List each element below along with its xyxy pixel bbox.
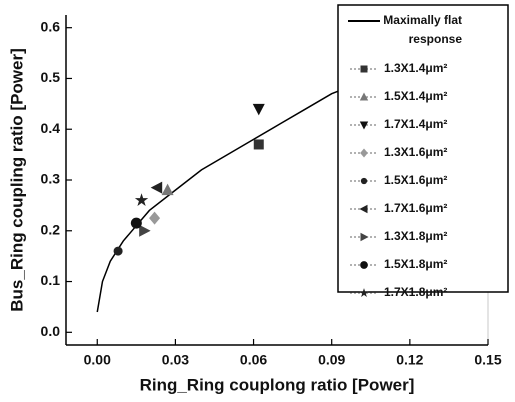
marker xyxy=(359,204,368,214)
marker xyxy=(359,92,369,101)
marker xyxy=(113,246,123,256)
x-tick-label: 0.12 xyxy=(396,352,423,368)
y-tick-label: 0.0 xyxy=(41,323,61,339)
marker xyxy=(252,103,265,116)
legend-label: 1.3X1.8μm² xyxy=(384,229,447,243)
marker xyxy=(161,183,174,196)
x-tick-label: 0.09 xyxy=(318,352,345,368)
marker xyxy=(130,217,142,229)
legend-label: 1.7X1.8μm² xyxy=(384,285,447,299)
legend-label: 1.3X1.4μm² xyxy=(384,61,447,75)
legend-box xyxy=(337,4,509,293)
marker xyxy=(139,224,151,237)
y-tick-label: 0.4 xyxy=(41,120,61,136)
marker xyxy=(360,148,368,158)
marker xyxy=(150,181,163,194)
marker xyxy=(360,261,368,269)
marker xyxy=(359,121,369,130)
x-tick-label: 0.03 xyxy=(162,352,189,368)
x-tick-label: 0.06 xyxy=(240,352,267,368)
legend-label: 1.3X1.6μm² xyxy=(384,145,447,159)
legend-fo: Maximally flat response xyxy=(383,13,462,46)
marker xyxy=(253,139,264,150)
x-tick-label: 0.00 xyxy=(84,352,111,368)
marker xyxy=(360,177,368,185)
x-axis-label: Ring_Ring couplong ratio [Power] xyxy=(140,375,415,394)
legend-label: 1.5X1.8μm² xyxy=(384,257,447,271)
legend: Maximally flat response 1.3X1.4μm² 1.5X1.4… xyxy=(337,4,509,299)
legend-label: 1.5X1.4μm² xyxy=(384,89,447,103)
legend-label: 1.7X1.6μm² xyxy=(384,201,447,215)
legend-label: 1.7X1.4μm² xyxy=(384,117,447,131)
legend-label: 1.5X1.6μm² xyxy=(384,173,447,187)
legend-label: Maximally flat response xyxy=(383,13,462,46)
marker xyxy=(360,65,368,73)
marker xyxy=(359,288,369,297)
marker xyxy=(360,232,369,242)
y-tick-label: 0.3 xyxy=(41,171,61,187)
y-tick-label: 0.6 xyxy=(41,18,61,34)
y-tick-label: 0.1 xyxy=(41,272,61,288)
y-axis-label: Bus_Ring coupling ratio [Power] xyxy=(7,48,26,312)
x-tick-label: 0.15 xyxy=(474,352,501,368)
y-tick-label: 0.5 xyxy=(41,69,61,85)
marker xyxy=(149,211,161,225)
plot-area xyxy=(96,82,359,313)
fit-line xyxy=(96,82,359,313)
y-tick-label: 0.2 xyxy=(41,221,61,237)
marker xyxy=(134,193,149,206)
